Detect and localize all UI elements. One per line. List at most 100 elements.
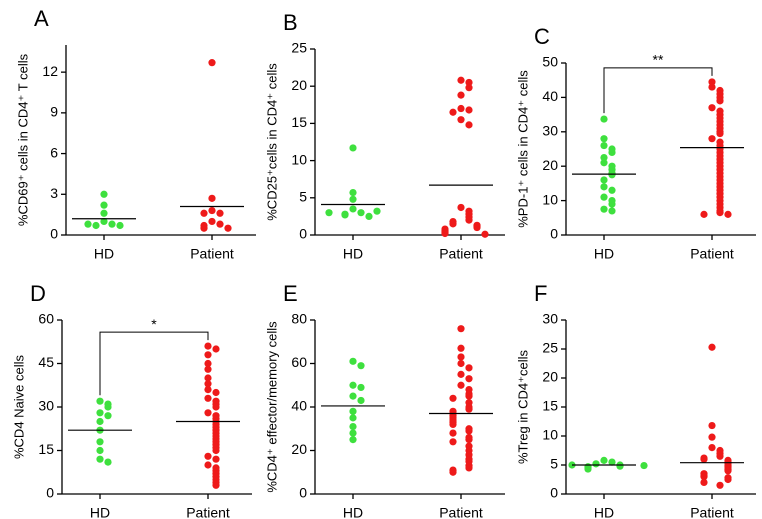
- data-point: [708, 83, 716, 91]
- data-point: [357, 362, 365, 370]
- y-axis-label: %PD-1⁺ cells in CD4⁺ cells: [515, 70, 530, 228]
- data-point: [212, 388, 220, 397]
- y-tick-label: 10: [542, 191, 558, 207]
- data-point: [349, 436, 357, 444]
- data-point: [457, 353, 465, 361]
- data-point: [457, 381, 465, 389]
- data-point: [465, 364, 473, 372]
- data-point: [457, 370, 465, 378]
- data-point: [700, 210, 708, 218]
- data-point: [608, 458, 616, 466]
- data-point: [584, 465, 592, 473]
- data-point: [104, 458, 112, 466]
- data-point: [204, 365, 212, 373]
- data-point: [608, 200, 616, 208]
- data-point: [465, 436, 473, 444]
- y-tick-label: 60: [291, 354, 307, 370]
- data-point: [100, 209, 108, 217]
- data-point: [708, 421, 716, 430]
- data-point: [700, 473, 708, 481]
- data-point: [473, 223, 481, 232]
- data-point: [96, 438, 104, 446]
- y-tick-label: 25: [542, 340, 558, 356]
- data-point: [449, 429, 457, 437]
- data-point: [325, 209, 333, 217]
- data-point: [449, 108, 457, 116]
- y-tick-label: 80: [291, 311, 307, 327]
- data-point: [600, 154, 608, 162]
- data-point: [200, 209, 208, 217]
- data-point: [465, 464, 473, 472]
- data-point: [341, 211, 349, 219]
- data-point: [465, 375, 473, 383]
- data-point: [465, 427, 473, 435]
- data-point: [600, 176, 608, 184]
- data-point: [449, 468, 457, 476]
- y-tick-label: 30: [38, 398, 54, 414]
- y-tick-label: 15: [38, 441, 54, 457]
- data-point: [96, 397, 104, 405]
- y-tick-label: 0: [550, 485, 558, 501]
- y-axis-label: %CD4⁺ effector/memory cells: [264, 321, 279, 493]
- data-point: [100, 217, 108, 226]
- data-point: [708, 343, 716, 351]
- data-point: [449, 220, 457, 228]
- data-point: [349, 205, 357, 213]
- data-point: [716, 209, 724, 217]
- data-point: [708, 104, 716, 112]
- y-tick-label: 20: [542, 157, 558, 173]
- data-point: [616, 462, 624, 470]
- y-tick-label: 0: [550, 226, 558, 242]
- y-tick-label: 5: [299, 189, 307, 205]
- panel-letter: C: [534, 24, 550, 49]
- significance-label: **: [653, 52, 664, 68]
- data-point: [600, 183, 608, 191]
- data-point: [449, 420, 457, 428]
- y-tick-label: 0: [299, 485, 307, 501]
- data-point: [600, 193, 608, 201]
- significance-bracket: [99, 331, 209, 396]
- data-point: [212, 345, 220, 353]
- data-point: [212, 446, 220, 455]
- y-axis-label: %CD69⁺ cells in CD4⁺ T cells: [15, 53, 30, 226]
- y-tick-label: 50: [542, 54, 558, 70]
- y-tick-label: 15: [291, 114, 307, 130]
- data-point: [349, 144, 357, 152]
- data-point: [96, 417, 104, 426]
- data-point: [465, 216, 473, 224]
- data-point: [357, 383, 365, 392]
- data-point: [204, 386, 212, 394]
- data-point: [208, 194, 216, 202]
- data-point: [457, 325, 465, 333]
- data-point: [208, 59, 216, 67]
- y-tick-label: 30: [542, 311, 558, 327]
- significance-bracket: [603, 67, 713, 114]
- data-point: [608, 171, 616, 179]
- significance-label: *: [151, 316, 157, 332]
- x-tick-label: Patient: [190, 246, 234, 262]
- panel-letter: A: [34, 6, 49, 31]
- data-point: [716, 452, 724, 460]
- data-point: [216, 220, 224, 228]
- x-tick-label: HD: [343, 505, 363, 519]
- data-point: [700, 455, 708, 463]
- data-point: [457, 344, 465, 352]
- data-point: [365, 212, 373, 220]
- panel-letter: D: [30, 281, 46, 306]
- data-point: [204, 409, 212, 417]
- y-tick-label: 60: [38, 311, 54, 327]
- data-point: [457, 76, 465, 84]
- data-point: [104, 403, 112, 411]
- y-tick-label: 40: [291, 398, 307, 414]
- data-point: [724, 475, 732, 484]
- data-point: [465, 78, 473, 87]
- data-point: [96, 409, 104, 417]
- x-tick-label: Patient: [439, 505, 483, 519]
- data-point: [441, 229, 449, 238]
- data-point: [204, 374, 212, 382]
- y-tick-label: 45: [38, 354, 54, 370]
- data-point: [349, 392, 357, 400]
- x-tick-label: HD: [594, 505, 614, 519]
- y-tick-label: 0: [50, 226, 58, 242]
